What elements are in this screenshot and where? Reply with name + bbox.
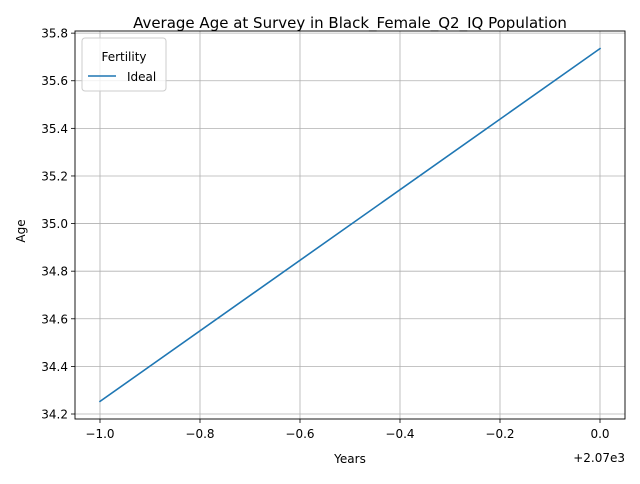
y-tick-label: 35.8 [41,27,68,41]
y-axis: 34.2 34.4 34.6 34.8 35.0 35.2 35.4 35.6 35.8 [41,27,75,422]
y-tick-label: 35.6 [41,74,68,88]
plot-frame [74,30,626,420]
x-tick-label: −0.4 [385,427,414,441]
y-tick-label: 35.2 [41,169,68,183]
x-tick-label: −0.6 [285,427,314,441]
legend-title: Fertility [101,50,146,64]
y-tick-label: 35.0 [41,217,68,231]
x-axis-offset-label: +2.07e3 [573,451,625,465]
x-axis-label: Years [333,452,366,466]
x-tick-label: −0.8 [185,427,214,441]
x-tick-label: 0.0 [590,427,609,441]
x-axis: −1.0 −0.8 −0.6 −0.4 −0.2 0.0 [85,419,610,441]
y-tick-label: 34.2 [41,408,68,422]
series-line-ideal [98,47,602,403]
legend: Fertility Ideal [81,37,167,92]
grid [75,31,625,419]
legend-box [81,37,167,92]
y-tick-label: 34.8 [41,265,68,279]
chart-title: Average Age at Survey in Black_Female_Q2… [133,14,567,33]
x-tick-label: −1.0 [85,427,114,441]
legend-entry-ideal: Ideal [127,70,156,84]
y-tick-label: 35.4 [41,122,68,136]
series-layer [98,47,602,403]
y-axis-label: Age [14,219,28,242]
y-tick-label: 34.6 [41,312,68,326]
x-tick-label: −0.2 [485,427,514,441]
y-tick-label: 34.4 [41,360,68,374]
